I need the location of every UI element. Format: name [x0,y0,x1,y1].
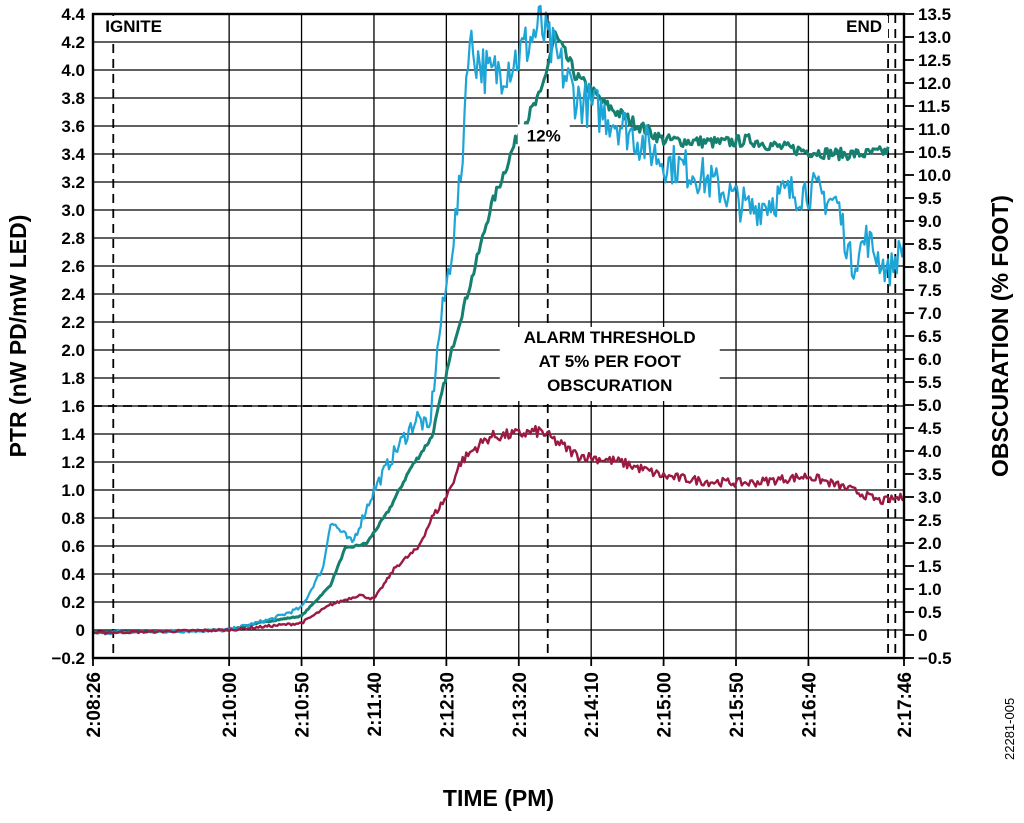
x-tick-label: 2:15:50 [727,672,748,738]
x-tick-label: 2:10:00 [220,672,241,738]
y2-tick-label: 12.0 [918,74,951,93]
y-tick-label: 0.8 [61,509,85,528]
y2-tick-label: 6.5 [918,327,942,346]
plot-area [93,14,904,658]
y2-tick-label: −0.5 [918,649,952,668]
x-axis-title: TIME (PM) [443,785,554,811]
x-tick-label: 2:16:40 [799,672,820,738]
y2-tick-label: 1.0 [918,580,942,599]
x-tick-label: 2:11:40 [365,672,386,736]
figure-id: 22281-005 [1002,698,1017,760]
end-label: END [846,17,882,36]
end-label-bg [840,16,889,38]
y2-tick-label: 6.0 [918,350,942,369]
y-tick-label: 3.0 [61,201,85,220]
y2-tick-label: 8.0 [918,258,942,277]
y-tick-label: 2.8 [61,229,85,248]
y2-tick-label: 4.5 [918,419,942,438]
y-axis-title: PTR (nW PD/mW LED) [5,215,31,458]
y2-axis-title: OBSCURATION (% FOOT) [987,195,1013,477]
y-tick-label: 2.4 [61,285,85,304]
y2-tick-label: 3.0 [918,488,942,507]
y-tick-label: 0 [76,621,85,640]
y2-tick-label: 4.0 [918,442,942,461]
y2-tick-label: 9.0 [918,212,942,231]
y-tick-label: 1.4 [61,425,85,444]
y2-tick-label: 3.5 [918,465,942,484]
y2-tick-label: 12.5 [918,51,951,70]
y2-tick-label: 13.5 [918,5,951,24]
y2-tick-label: 11.5 [918,97,950,116]
y-tick-label: 4.0 [61,61,85,80]
y-tick-label: 4.2 [61,33,85,52]
peak-label-bg [517,124,570,147]
y-tick-label: 1.8 [61,369,85,388]
y2-tick-label: 11.0 [918,120,950,139]
y-tick-label: 0.2 [61,593,85,612]
y2-tick-label: 0.5 [918,603,942,622]
alarm-label-line2: AT 5% PER FOOT [539,352,682,371]
y2-tick-label: 7.5 [918,281,942,300]
ignite-label-bg [101,16,180,38]
y-tick-label: 1.6 [61,397,85,416]
x-tick-label: 2:15:00 [655,672,676,738]
y-tick-label: 0.6 [61,537,85,556]
y-tick-label: 0.4 [61,565,85,584]
y2-tick-label: 0 [918,626,927,645]
y-tick-label: 4.4 [61,5,85,24]
series-line-maroon [92,424,905,635]
y2-tick-label: 9.5 [918,189,942,208]
x-tick-label: 2:10:50 [293,672,314,738]
y-tick-label: 3.4 [61,145,85,164]
y2-tick-label: 2.0 [918,534,942,553]
ignite-label: IGNITE [105,17,162,36]
y2-tick-label: 5.5 [918,373,942,392]
alarm-label-line3: OBSCURATION [547,376,672,395]
x-tick-label: 2:14:10 [582,672,603,738]
y-tick-label: 1.0 [61,481,85,500]
y2-tick-label: 10.0 [918,166,951,185]
x-tick-label: 2:17:46 [895,672,916,738]
y2-tick-label: 1.5 [918,557,942,576]
y2-tick-label: 13.0 [918,28,951,47]
y-tick-label: 2.2 [61,313,85,332]
y2-tick-label: 7.0 [918,304,942,323]
x-tick-label: 2:08:26 [84,672,105,738]
y2-tick-label: 5.0 [918,396,942,415]
y-tick-label: 2.6 [61,257,85,276]
x-tick-label: 2:12:30 [437,672,458,738]
x-tick-label: 2:13:20 [510,672,531,738]
alarm-label-line1: ALARM THRESHOLD [524,328,696,347]
y-tick-label: 3.6 [61,117,85,136]
y2-tick-label: 10.5 [918,143,951,162]
y-tick-label: 2.0 [61,341,85,360]
y2-tick-label: 8.5 [918,235,942,254]
y2-tick-label: 2.5 [918,511,942,530]
y-tick-label: −0.2 [51,649,85,668]
y-tick-label: 3.2 [61,173,85,192]
alarm-label-bg [499,327,720,401]
y-tick-label: 1.2 [61,453,85,472]
peak-label: 12% [527,126,561,145]
y-tick-label: 3.8 [61,89,85,108]
